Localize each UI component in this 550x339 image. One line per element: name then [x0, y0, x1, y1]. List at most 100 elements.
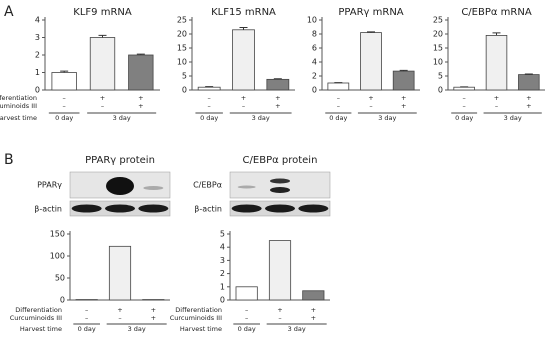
condition-mark: –: [337, 94, 340, 102]
y-tick-label: 0: [35, 86, 40, 95]
bar: [360, 32, 382, 91]
chart-title: PPARγ mRNA: [338, 7, 403, 18]
bar: [266, 78, 290, 91]
y-tick-label: 4: [312, 58, 317, 67]
condition-mark: –: [208, 94, 211, 102]
bar: [392, 70, 415, 91]
condition-mark: +: [275, 94, 280, 102]
condition-mark: –: [337, 102, 340, 110]
condition-mark: –: [463, 94, 466, 102]
condition-mark: –: [63, 102, 66, 110]
error-bar: [60, 70, 69, 73]
condition-mark: +: [151, 314, 156, 322]
error-bar: [136, 53, 145, 55]
y-tick-label: 20: [177, 30, 187, 39]
bar: [327, 82, 350, 91]
y-tick-label: 0: [220, 296, 225, 305]
harvest-label: 0 day: [238, 325, 256, 333]
bar: [108, 245, 132, 301]
y-tick-label: 5: [182, 72, 187, 81]
condition-mark: –: [208, 102, 211, 110]
blot-label: PPARγ: [37, 181, 62, 190]
error-bar: [273, 78, 282, 80]
bar: [89, 37, 116, 91]
y-tick-label: 20: [433, 30, 443, 39]
blot-band: [105, 204, 135, 213]
blot-band: [270, 178, 290, 184]
chart-title: PPARγ protein: [85, 155, 155, 166]
y-tick-label: 4: [35, 16, 40, 25]
condition-mark: –: [101, 102, 104, 110]
bar: [268, 240, 292, 301]
error-bar: [524, 73, 533, 75]
y-tick-label: 150: [50, 230, 65, 239]
condition-mark: +: [494, 94, 499, 102]
y-tick-label: 6: [312, 44, 317, 53]
condition-mark: +: [241, 94, 246, 102]
blot-band: [71, 204, 102, 213]
blot-band: [138, 204, 169, 213]
error-bar: [399, 69, 408, 72]
y-tick-label: 50: [55, 274, 65, 283]
y-tick-label: 100: [50, 252, 65, 261]
y-tick-label: 1: [220, 282, 225, 291]
harvest-label: 0 day: [200, 114, 218, 122]
condition-mark: –: [463, 102, 466, 110]
y-tick-label: 5: [438, 72, 443, 81]
y-tick-label: 25: [177, 16, 187, 25]
error-bar: [205, 86, 214, 88]
condition-label: Curcuminoids III: [0, 102, 37, 110]
bar: [128, 54, 154, 91]
bar: [232, 29, 255, 91]
condition-mark: +: [117, 306, 122, 314]
blot-band: [231, 204, 262, 213]
bar: [453, 86, 475, 91]
error-bar: [239, 27, 248, 30]
y-tick-label: 3: [220, 256, 225, 265]
condition-label: Curcuminoids III: [10, 314, 62, 322]
bar: [302, 290, 325, 301]
y-tick-label: 25: [433, 16, 443, 25]
blot-band: [143, 186, 164, 190]
harvest-label: 3 day: [113, 114, 131, 122]
condition-mark: –: [85, 306, 88, 314]
condition-mark: –: [245, 306, 248, 314]
harvest-label: 3 day: [128, 325, 146, 333]
chart-title: C/EBPα mRNA: [461, 7, 532, 18]
blot-label: β-actin: [194, 205, 222, 214]
condition-mark: +: [138, 102, 143, 110]
y-tick-label: 1: [35, 68, 40, 77]
y-tick-label: 15: [433, 44, 443, 53]
y-tick-label: 0: [182, 86, 187, 95]
condition-mark: +: [151, 306, 156, 314]
blot-label: β-actin: [34, 205, 62, 214]
condition-label: Harvest time: [20, 325, 62, 333]
harvest-label: 3 day: [252, 114, 270, 122]
blot-band: [298, 204, 329, 213]
condition-mark: +: [100, 94, 105, 102]
y-tick-label: 5: [220, 230, 225, 239]
chart-title: KLF15 mRNA: [211, 7, 276, 18]
condition-mark: –: [245, 314, 248, 322]
error-bar: [367, 31, 375, 33]
error-bar: [492, 32, 501, 36]
condition-mark: –: [242, 102, 245, 110]
condition-mark: +: [275, 102, 280, 110]
y-tick-label: 15: [177, 44, 187, 53]
blot-band: [106, 177, 134, 195]
bar: [235, 286, 258, 301]
blot-band: [270, 187, 290, 193]
y-tick-label: 10: [433, 58, 443, 67]
y-tick-label: 8: [312, 30, 317, 39]
bar: [518, 74, 540, 91]
panel-label: B: [4, 152, 14, 168]
condition-mark: +: [138, 94, 143, 102]
condition-mark: –: [85, 314, 88, 322]
y-tick-label: 10: [177, 58, 187, 67]
blot-band: [265, 204, 295, 213]
y-tick-label: 2: [312, 72, 317, 81]
harvest-label: 0 day: [455, 114, 473, 122]
condition-mark: –: [495, 102, 498, 110]
panel-label: A: [4, 4, 14, 20]
